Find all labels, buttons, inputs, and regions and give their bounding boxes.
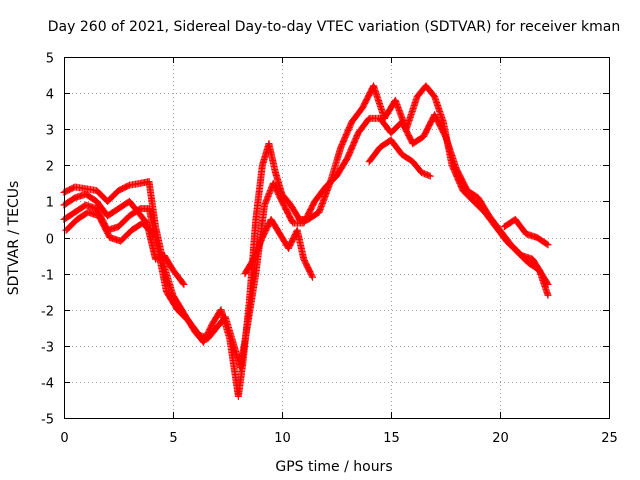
chart-title: Day 260 of 2021, Sidereal Day-to-day VTE…	[48, 19, 620, 35]
y-tick-label: -5	[41, 413, 54, 428]
y-axis-label: SDTVAR / TECUs	[6, 181, 22, 296]
data-point-interp	[543, 279, 551, 287]
x-tick-label: 10	[274, 431, 291, 446]
y-tick-label: 4	[46, 88, 54, 103]
data-point	[180, 280, 188, 288]
data-points	[60, 82, 552, 400]
data-point	[426, 172, 434, 180]
plot-frame	[64, 57, 610, 419]
x-axis-label: GPS time / hours	[275, 459, 392, 475]
y-tick-label: -1	[41, 269, 54, 284]
data-point	[309, 273, 317, 281]
x-tick-label: 5	[169, 431, 177, 446]
data-point-interp	[179, 279, 187, 287]
y-tick-label: -3	[41, 341, 54, 356]
data-point-interp	[425, 172, 433, 180]
data-point-interp	[148, 229, 156, 237]
x-tick-label: 15	[383, 431, 400, 446]
data-point-interp	[543, 240, 551, 248]
data-point	[544, 280, 552, 288]
y-tick-label: 3	[46, 124, 54, 139]
data-point	[149, 230, 157, 238]
y-tick-label: -2	[41, 305, 54, 320]
y-tick-label: 1	[46, 196, 54, 211]
y-tick-label: 5	[46, 52, 54, 67]
data-point	[544, 241, 552, 249]
y-tick-label: -4	[41, 377, 54, 392]
x-tick-label: 20	[492, 431, 509, 446]
data-point-interp	[308, 272, 316, 280]
ticks: 0 5 10 15 20 25 -5 -4 -3 -2 -1 0 1 2 3 4 5	[41, 52, 618, 447]
data-point	[544, 291, 552, 299]
x-tick-label: 0	[60, 431, 68, 446]
y-tick-label: 2	[46, 160, 54, 175]
y-tick-label: 0	[46, 233, 54, 248]
x-tick-label: 25	[601, 431, 618, 446]
